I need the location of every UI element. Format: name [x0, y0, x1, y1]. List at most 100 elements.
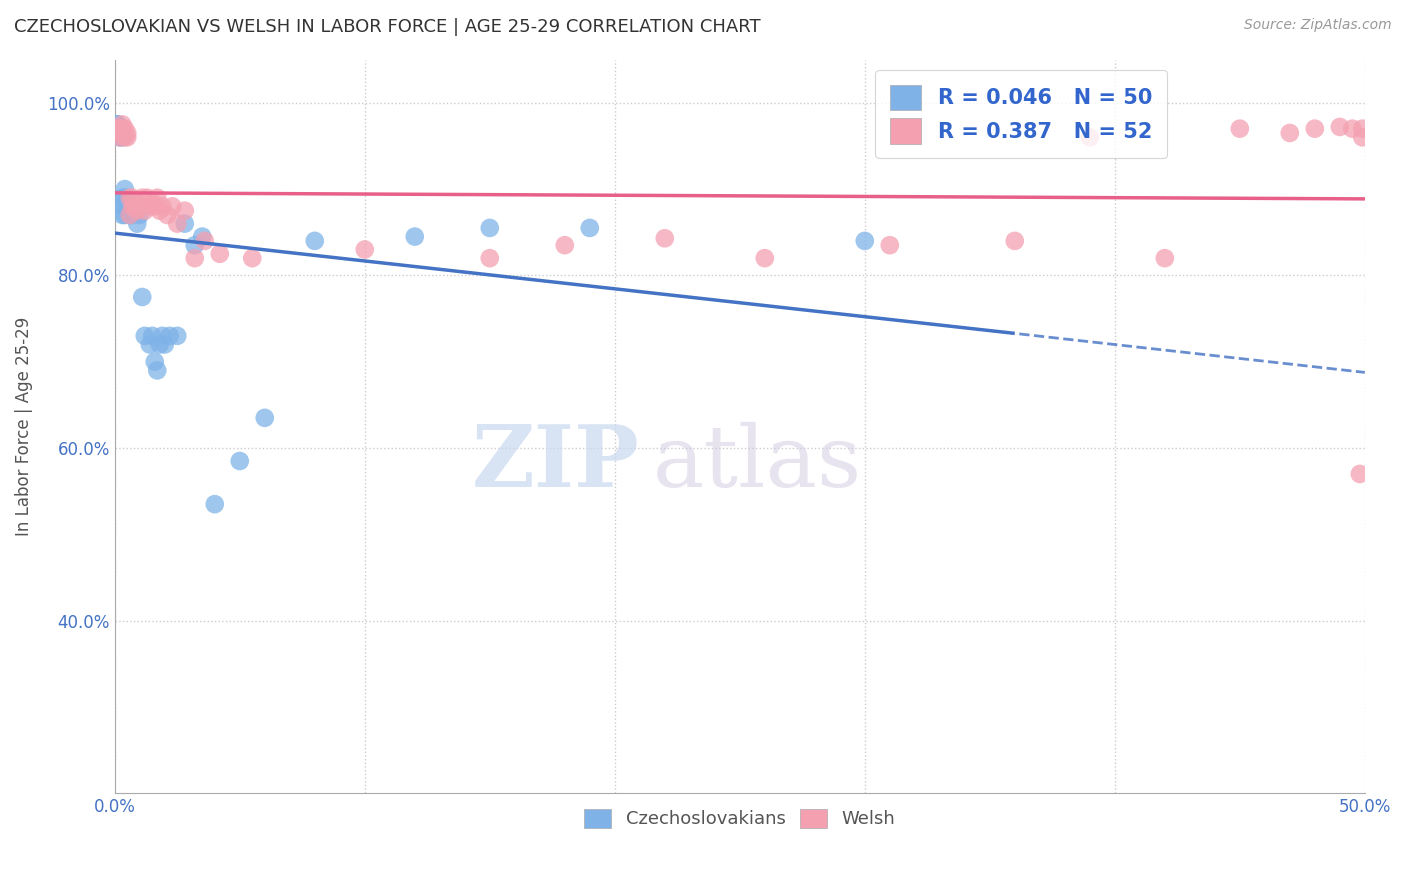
Point	[111, 126, 134, 140]
Point	[139, 337, 162, 351]
Point	[108, 121, 131, 136]
Point	[134, 328, 156, 343]
Point	[114, 199, 136, 213]
Point	[143, 355, 166, 369]
Point	[105, 117, 128, 131]
Point	[118, 208, 141, 222]
Point	[128, 199, 150, 213]
Point	[121, 199, 143, 213]
Point	[111, 130, 134, 145]
Point	[578, 221, 600, 235]
Point	[1351, 121, 1374, 136]
Point	[478, 251, 501, 265]
Point	[141, 328, 163, 343]
Text: CZECHOSLOVAKIAN VS WELSH IN LABOR FORCE | AGE 25-29 CORRELATION CHART: CZECHOSLOVAKIAN VS WELSH IN LABOR FORCE …	[14, 18, 761, 36]
Point	[150, 199, 173, 213]
Point	[1229, 121, 1251, 136]
Point	[191, 229, 214, 244]
Point	[114, 130, 136, 145]
Point	[136, 191, 159, 205]
Point	[879, 238, 901, 252]
Point	[127, 203, 149, 218]
Point	[146, 191, 169, 205]
Point	[304, 234, 326, 248]
Point	[159, 328, 181, 343]
Point	[1303, 121, 1326, 136]
Point	[105, 126, 128, 140]
Point	[131, 191, 153, 205]
Point	[166, 217, 188, 231]
Point	[1278, 126, 1301, 140]
Point	[353, 243, 375, 257]
Point	[139, 199, 162, 213]
Point	[108, 126, 131, 140]
Point	[118, 208, 141, 222]
Point	[654, 231, 676, 245]
Point	[404, 229, 426, 244]
Point	[208, 247, 231, 261]
Point	[478, 221, 501, 235]
Point	[121, 208, 143, 222]
Point	[229, 454, 252, 468]
Point	[127, 217, 149, 231]
Point	[124, 194, 146, 209]
Point	[131, 290, 153, 304]
Point	[173, 203, 195, 218]
Legend: Czechoslovakians, Welsh: Czechoslovakians, Welsh	[576, 802, 903, 836]
Point	[166, 328, 188, 343]
Point	[1341, 121, 1364, 136]
Point	[128, 208, 150, 222]
Point	[114, 208, 136, 222]
Point	[118, 191, 141, 205]
Point	[554, 238, 576, 252]
Point	[111, 208, 134, 222]
Point	[114, 191, 136, 205]
Point	[162, 199, 184, 213]
Point	[105, 121, 128, 136]
Point	[204, 497, 226, 511]
Point	[853, 234, 876, 248]
Point	[105, 126, 128, 140]
Point	[1329, 120, 1351, 134]
Point	[117, 191, 139, 205]
Point	[111, 199, 134, 213]
Point	[149, 203, 172, 218]
Point	[143, 199, 166, 213]
Point	[153, 337, 176, 351]
Text: Source: ZipAtlas.com: Source: ZipAtlas.com	[1244, 18, 1392, 32]
Point	[108, 130, 131, 145]
Point	[141, 194, 163, 209]
Point	[117, 203, 139, 218]
Point	[117, 126, 139, 140]
Point	[1078, 130, 1101, 145]
Point	[1153, 251, 1175, 265]
Point	[105, 117, 128, 131]
Point	[150, 328, 173, 343]
Point	[121, 203, 143, 218]
Point	[114, 182, 136, 196]
Point	[108, 130, 131, 145]
Point	[111, 191, 134, 205]
Point	[118, 199, 141, 213]
Text: ZIP: ZIP	[472, 421, 640, 505]
Point	[108, 121, 131, 136]
Point	[156, 208, 179, 222]
Point	[121, 191, 143, 205]
Point	[117, 130, 139, 145]
Point	[1351, 130, 1374, 145]
Point	[114, 121, 136, 136]
Point	[134, 203, 156, 218]
Point	[1004, 234, 1026, 248]
Point	[111, 117, 134, 131]
Point	[149, 337, 172, 351]
Point	[184, 251, 207, 265]
Point	[754, 251, 776, 265]
Point	[184, 238, 207, 252]
Y-axis label: In Labor Force | Age 25-29: In Labor Force | Age 25-29	[15, 317, 32, 536]
Point	[1348, 467, 1371, 481]
Point	[240, 251, 263, 265]
Point	[111, 126, 134, 140]
Point	[194, 234, 217, 248]
Point	[124, 199, 146, 213]
Point	[111, 121, 134, 136]
